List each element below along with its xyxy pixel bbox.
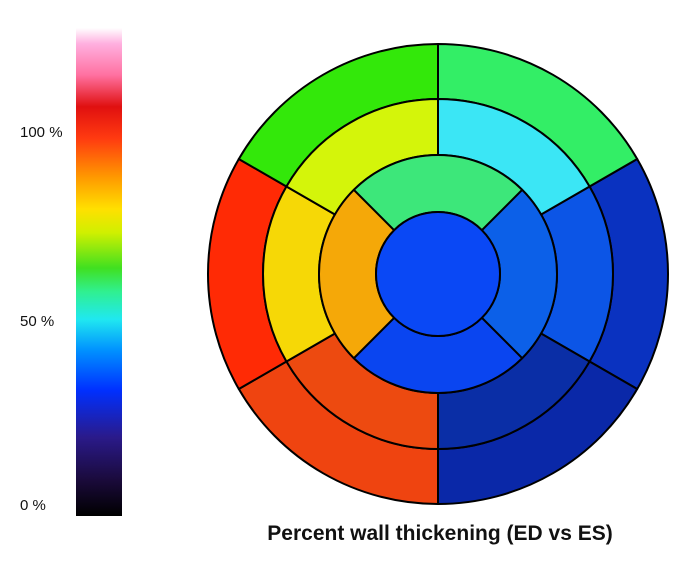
bullseye-plot	[206, 43, 670, 505]
color-scale-gradient	[76, 28, 122, 516]
segment-17	[375, 211, 501, 337]
scale-label-0: 0 %	[20, 497, 46, 514]
plot-caption: Percent wall thickening (ED vs ES)	[267, 522, 613, 545]
color-scale-bar	[76, 28, 122, 516]
scale-label-50: 50 %	[20, 313, 55, 330]
scale-label-100: 100 %	[20, 124, 63, 141]
